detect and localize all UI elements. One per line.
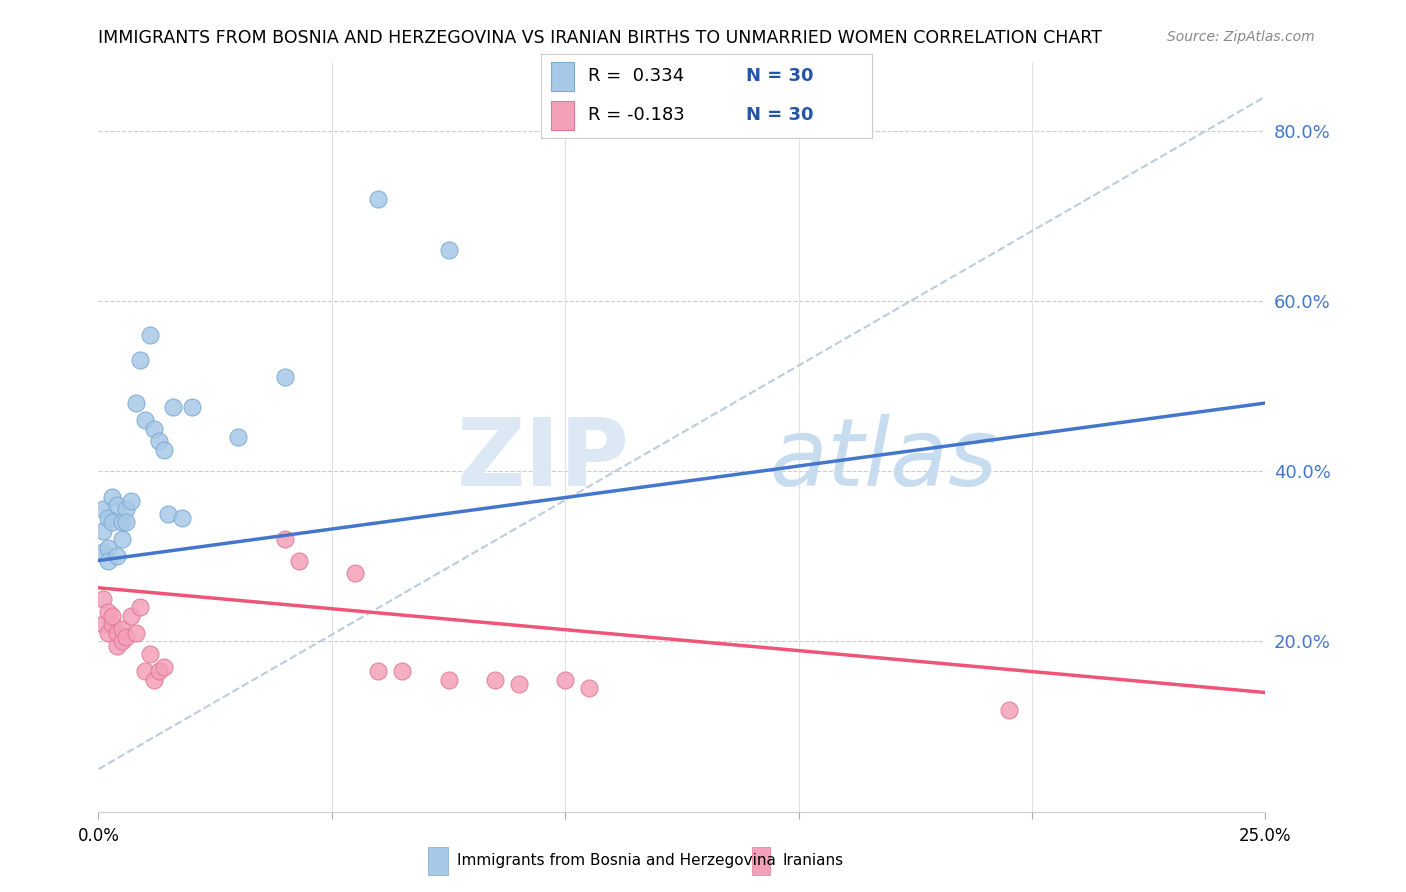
Point <box>152 660 174 674</box>
Point <box>115 630 138 644</box>
Point <box>180 401 202 415</box>
Point <box>97 605 120 619</box>
Point <box>162 401 184 415</box>
Point <box>91 524 114 538</box>
Point <box>111 533 134 547</box>
Point <box>508 677 530 691</box>
Point <box>554 673 576 687</box>
Point <box>120 608 142 623</box>
Point <box>129 600 152 615</box>
Text: IMMIGRANTS FROM BOSNIA AND HERZEGOVINA VS IRANIAN BIRTHS TO UNMARRIED WOMEN CORR: IMMIGRANTS FROM BOSNIA AND HERZEGOVINA V… <box>98 29 1102 47</box>
Point <box>143 421 166 435</box>
Point <box>91 502 114 516</box>
Point <box>367 664 389 678</box>
Text: N = 30: N = 30 <box>747 68 814 86</box>
Point <box>484 673 506 687</box>
Point <box>91 617 114 632</box>
Point <box>91 591 114 606</box>
Point <box>157 507 180 521</box>
Point <box>148 434 170 449</box>
Text: Iranians: Iranians <box>782 854 844 868</box>
Text: Source: ZipAtlas.com: Source: ZipAtlas.com <box>1167 30 1315 45</box>
Point <box>139 647 162 661</box>
Point <box>344 566 367 581</box>
Point <box>111 515 134 529</box>
Point <box>997 702 1019 716</box>
Point <box>101 608 124 623</box>
Point <box>134 413 156 427</box>
Point <box>101 617 124 632</box>
Point <box>105 626 128 640</box>
Point <box>125 396 148 410</box>
Point <box>139 327 162 342</box>
Point <box>111 634 134 648</box>
Point <box>391 664 413 678</box>
Bar <box>551 101 575 130</box>
Text: R = -0.183: R = -0.183 <box>588 106 685 124</box>
Point <box>111 622 134 636</box>
Point <box>97 541 120 555</box>
Point <box>101 515 124 529</box>
Point <box>437 673 460 687</box>
Point <box>105 498 128 512</box>
Point <box>134 664 156 678</box>
Point <box>172 511 194 525</box>
Point <box>274 533 297 547</box>
Point <box>125 626 148 640</box>
Point <box>97 626 120 640</box>
Point <box>101 490 124 504</box>
Point <box>105 639 128 653</box>
Point <box>367 192 389 206</box>
Text: R =  0.334: R = 0.334 <box>588 68 683 86</box>
Text: N = 30: N = 30 <box>747 106 814 124</box>
Point <box>115 515 138 529</box>
Point <box>143 673 166 687</box>
Point <box>120 494 142 508</box>
Point <box>288 553 311 567</box>
Text: atlas: atlas <box>769 414 998 505</box>
Text: ZIP: ZIP <box>457 414 630 506</box>
Bar <box>551 62 575 91</box>
Point <box>274 370 297 384</box>
Point <box>437 243 460 257</box>
Point <box>578 681 600 696</box>
Bar <box>752 847 770 875</box>
Point <box>97 553 120 567</box>
Point <box>148 664 170 678</box>
Point <box>91 545 114 559</box>
Point <box>97 511 120 525</box>
Point <box>152 442 174 457</box>
Text: Immigrants from Bosnia and Herzegovina: Immigrants from Bosnia and Herzegovina <box>457 854 776 868</box>
Point <box>228 430 250 444</box>
Point <box>105 549 128 564</box>
Point <box>115 502 138 516</box>
Bar <box>427 847 449 875</box>
Point <box>129 353 152 368</box>
